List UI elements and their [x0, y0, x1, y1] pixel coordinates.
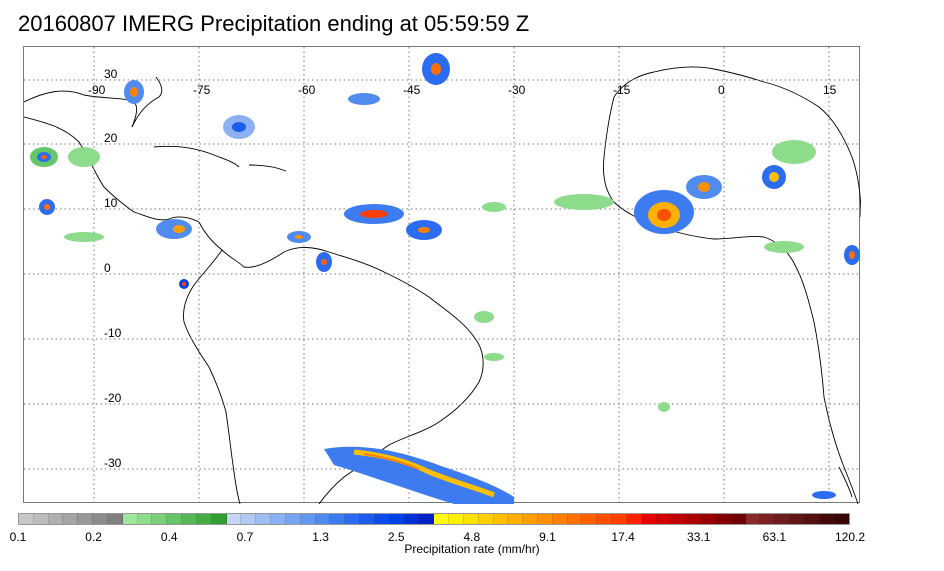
colorbar-tick: 2.5 [387, 530, 405, 544]
colorbar-swatch [33, 514, 49, 524]
longitude-label: 0 [718, 83, 725, 97]
latitude-label: 20 [104, 131, 118, 145]
colorbar-swatch [819, 514, 835, 524]
colorbar-swatch [300, 514, 316, 524]
colorbar-swatch [19, 514, 34, 524]
colorbar-swatch [523, 514, 538, 524]
map-title: 20160807 IMERG Precipitation ending at 0… [18, 11, 530, 36]
colorbar-swatch [63, 514, 79, 524]
colorbar-tick: 17.4 [611, 530, 635, 544]
colorbar-swatch [508, 514, 524, 524]
colorbar-swatch [93, 514, 108, 524]
colorbar-swatch [137, 514, 153, 524]
colorbar-swatch [241, 514, 257, 524]
colorbar-swatch [626, 514, 642, 524]
colorbar-tick: 0.2 [85, 530, 102, 544]
longitude-label: -45 [403, 83, 421, 97]
colorbar-swatch [285, 514, 301, 524]
longitude-label: -75 [193, 83, 211, 97]
latitude-labels: 30 20 10 0 -10 -20 -30 [104, 67, 122, 470]
precipitation-map: -90 -75 -60 -45 -30 -15 0 15 30 20 10 0 -10 -20 -30 [23, 46, 861, 504]
latitude-label: 0 [104, 261, 111, 275]
colorbar-swatch [78, 514, 94, 524]
latitude-label: -10 [104, 326, 122, 340]
colorbar-swatch [330, 514, 346, 524]
colorbar-swatch [107, 514, 123, 524]
colorbar-swatch [582, 514, 598, 524]
colorbar-swatch [686, 514, 702, 524]
colorbar-swatch [567, 514, 583, 524]
colorbar-swatch [122, 514, 138, 524]
latitude-label: 10 [104, 196, 118, 210]
colorbar-swatch [152, 514, 168, 524]
colorbar-swatch [196, 514, 212, 524]
colorbar-swatch [597, 514, 613, 524]
colorbar-swatch [804, 514, 820, 524]
latitude-label: -30 [104, 456, 122, 470]
colorbar-swatch [671, 514, 687, 524]
colorbar-swatch [360, 514, 375, 524]
colorbar-swatch [493, 514, 509, 524]
map-canvas: -90 -75 -60 -45 -30 -15 0 15 30 20 10 0 -10 -20 -30 [24, 47, 861, 504]
colorbar-swatch [760, 514, 776, 524]
colorbar-swatch [211, 514, 227, 524]
latitude-label: -20 [104, 391, 122, 405]
colorbar-tick: 120.2 [834, 530, 866, 544]
colorbar-swatch [226, 514, 242, 524]
colorbar-swatch [48, 514, 64, 524]
colorbar-tick: 9.1 [539, 530, 556, 544]
colorbar-swatch [434, 514, 450, 524]
colorbar-swatch [715, 514, 731, 524]
colorbar-swatch [701, 514, 716, 524]
colorbar-swatch [730, 514, 746, 524]
coastlines [24, 66, 861, 504]
colorbar-tick-labels: 0.1 0.2 0.4 0.7 1.3 2.5 4.8 9.1 17.4 33.1 63.1 120.… [0, 530, 944, 544]
colorbar-swatch [315, 514, 331, 524]
colorbar-tick: 1.3 [312, 530, 329, 544]
colorbar-swatch [345, 514, 361, 524]
colorbar-swatch [167, 514, 183, 524]
precipitation-field [30, 53, 860, 504]
longitude-label: 15 [823, 83, 837, 97]
colorbar-tick: 0.1 [9, 530, 27, 544]
colorbar-tick: 0.7 [236, 530, 254, 544]
colorbar-tick: 4.8 [463, 530, 481, 544]
colorbar-swatch [389, 514, 405, 524]
colorbar-swatch [552, 514, 568, 524]
longitude-label: -90 [88, 83, 106, 97]
latitude-label: 30 [104, 67, 118, 81]
colorbar-swatch [463, 514, 479, 524]
longitude-label: -15 [613, 83, 631, 97]
colorbar-tick: 33.1 [687, 530, 711, 544]
longitude-label: -60 [298, 83, 316, 97]
graticule [24, 47, 861, 504]
colorbar-swatch [745, 514, 761, 524]
colorbar-swatch [374, 514, 390, 524]
colorbar-swatch [834, 514, 850, 524]
colorbar [18, 513, 850, 525]
colorbar-label: Precipitation rate (mm/hr) [404, 542, 540, 556]
colorbar-swatch [256, 514, 272, 524]
colorbar-swatch [449, 514, 464, 524]
colorbar-swatch [790, 514, 805, 524]
colorbar-swatch [271, 514, 286, 524]
colorbar-tick: 0.4 [160, 530, 178, 544]
longitude-labels: -90 -75 -60 -45 -30 -15 0 15 [88, 83, 837, 97]
colorbar-swatch [641, 514, 657, 524]
longitude-label: -30 [508, 83, 526, 97]
colorbar-swatch [537, 514, 553, 524]
colorbar-swatch [775, 514, 791, 524]
colorbar-swatch [404, 514, 420, 524]
colorbar-swatch [419, 514, 435, 524]
colorbar-tick: 63.1 [762, 530, 787, 544]
colorbar-swatch [478, 514, 494, 524]
colorbar-swatch [182, 514, 197, 524]
colorbar-swatch [612, 514, 627, 524]
colorbar-swatch [656, 514, 672, 524]
